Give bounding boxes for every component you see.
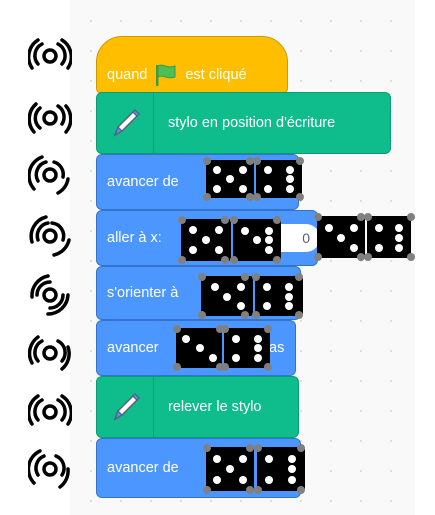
- pen-icon: [113, 393, 140, 421]
- dice-icon: [364, 213, 411, 261]
- eye-marker-icon: [28, 155, 70, 195]
- move-label-start: avancer: [107, 340, 159, 356]
- point-label: s'orienter à: [107, 285, 179, 301]
- dice-icon: [178, 216, 231, 264]
- move-label: avancer de: [107, 460, 179, 476]
- eye-marker-icon: [28, 394, 72, 426]
- dice-icon: [203, 157, 254, 201]
- dice-icon: [254, 444, 305, 494]
- dice-icon: [252, 273, 303, 319]
- pen-down-block[interactable]: stylo en position d'écriture: [96, 92, 391, 154]
- dice-icon: [198, 273, 253, 319]
- eye-marker-icon: [28, 449, 70, 489]
- pen-down-label: stylo en position d'écriture: [168, 115, 336, 131]
- eye-marker-icon: [30, 274, 70, 316]
- eye-marker-icon: [28, 102, 72, 134]
- when-label: quand: [107, 67, 148, 83]
- pen-up-block[interactable]: relever le stylo: [96, 376, 299, 438]
- pen-icon: [113, 109, 140, 137]
- green-flag-icon: [156, 64, 176, 86]
- goto-x-value: 0: [302, 230, 310, 246]
- dice-icon: [314, 213, 365, 261]
- when-flag-clicked-block[interactable]: quand est cliqué: [96, 36, 288, 94]
- pen-icon-box: [97, 93, 154, 153]
- move-label: avancer de: [107, 174, 179, 190]
- eye-marker-icon: [28, 38, 72, 70]
- eye-marker-icon: [28, 335, 71, 371]
- pen-icon-box: [97, 377, 154, 437]
- move-label-end: as: [269, 340, 285, 356]
- dice-icon: [253, 157, 302, 201]
- pen-up-label: relever le stylo: [168, 399, 262, 415]
- goto-label: aller à x:: [107, 230, 162, 246]
- is-clicked-label: est cliqué: [185, 67, 247, 83]
- dice-icon: [230, 216, 281, 264]
- dice-icon: [221, 325, 270, 371]
- eye-marker-icon: [29, 215, 71, 257]
- dice-icon: [173, 325, 222, 371]
- dice-icon: [203, 444, 254, 494]
